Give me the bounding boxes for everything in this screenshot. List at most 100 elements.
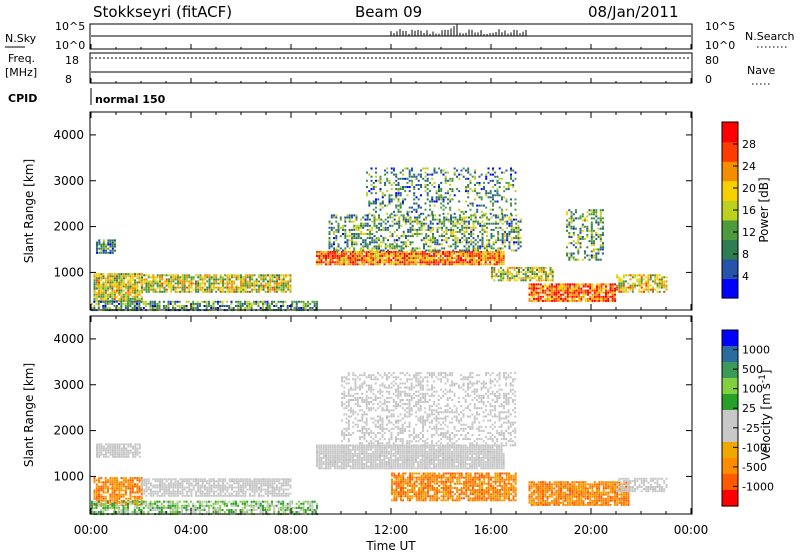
data-cell	[441, 243, 443, 246]
data-cell	[190, 290, 193, 293]
data-cell	[441, 233, 443, 235]
data-cell	[587, 293, 589, 296]
data-cell	[533, 277, 536, 280]
data-cell	[420, 224, 423, 227]
data-cell	[399, 261, 402, 264]
data-cell	[500, 266, 502, 269]
data-cell	[489, 250, 492, 253]
data-cell	[589, 297, 592, 300]
data-cell	[472, 228, 475, 231]
data-cell	[577, 242, 580, 245]
data-cell	[208, 480, 211, 483]
data-cell	[424, 263, 426, 266]
data-cell	[489, 200, 492, 203]
data-cell	[502, 269, 505, 271]
data-cell	[233, 290, 236, 293]
data-cell	[510, 237, 513, 240]
data-cell	[434, 247, 437, 250]
data-cell	[402, 235, 405, 238]
data-cell	[253, 280, 256, 283]
data-cell	[501, 216, 504, 219]
data-cell	[351, 216, 353, 219]
data-cell	[237, 290, 240, 293]
data-cell	[161, 290, 164, 293]
data-cell	[397, 200, 400, 203]
data-cell	[307, 302, 309, 305]
data-cell	[570, 256, 573, 259]
data-cell	[147, 302, 150, 305]
data-cell	[285, 492, 287, 495]
data-cell	[133, 506, 136, 509]
data-cell	[479, 224, 482, 227]
data-cell	[483, 214, 486, 217]
data-cell	[340, 261, 343, 264]
data-cell	[402, 169, 404, 172]
data-cell	[131, 302, 134, 305]
data-cell	[566, 293, 569, 296]
data-cell	[416, 233, 419, 235]
data-cell	[278, 480, 281, 483]
data-cell	[278, 486, 281, 489]
data-cell	[379, 175, 382, 178]
data-cell	[138, 281, 141, 284]
data-cell	[348, 228, 351, 231]
data-cell	[388, 252, 390, 255]
data-cell	[357, 235, 360, 238]
data-cell	[403, 257, 406, 260]
data-cell	[196, 305, 199, 307]
data-cell	[122, 506, 125, 509]
data-cell	[276, 282, 278, 285]
data-cell	[100, 495, 103, 498]
data-cell	[491, 263, 494, 266]
data-cell	[224, 286, 227, 289]
data-cell	[370, 192, 373, 195]
data-cell	[445, 237, 448, 240]
data-cell	[398, 239, 401, 242]
data-cell	[217, 286, 220, 289]
data-cell	[510, 249, 513, 252]
data-cell	[222, 282, 224, 285]
data-cell	[470, 218, 473, 221]
data-cell	[463, 220, 466, 223]
data-cell	[339, 216, 342, 219]
data-cell	[251, 288, 254, 291]
data-cell	[226, 288, 229, 291]
data-cell	[389, 224, 392, 227]
data-cell	[195, 284, 197, 287]
data-cell	[527, 266, 529, 269]
data-cell	[143, 280, 146, 283]
data-cell	[102, 293, 105, 296]
data-cell	[472, 249, 475, 252]
data-cell	[375, 241, 378, 244]
data-cell	[208, 290, 211, 293]
data-cell	[262, 280, 265, 283]
data-cell	[163, 492, 166, 495]
data-cell	[590, 233, 593, 236]
data-cell	[133, 504, 136, 507]
data-cell	[199, 486, 202, 489]
data-cell	[179, 490, 182, 493]
data-cell	[468, 220, 470, 223]
data-cell	[215, 490, 218, 493]
data-cell	[420, 194, 422, 197]
data-cell	[581, 229, 584, 232]
data-cell	[246, 276, 249, 279]
data-cell	[444, 181, 447, 184]
data-cell	[145, 490, 148, 493]
data-cell	[136, 477, 139, 480]
data-cell	[402, 247, 405, 250]
data-cell	[91, 302, 93, 305]
data-cell	[439, 252, 442, 255]
data-cell	[410, 255, 413, 257]
data-cell	[444, 171, 447, 174]
data-cell	[514, 202, 517, 205]
data-cell	[138, 293, 141, 296]
data-cell	[276, 478, 278, 481]
data-cell	[411, 235, 414, 238]
data-cell	[116, 285, 118, 288]
data-cell	[551, 277, 554, 280]
data-cell	[134, 445, 137, 448]
data-cell	[329, 257, 332, 260]
data-cell	[145, 494, 148, 497]
data-cell	[428, 263, 431, 266]
